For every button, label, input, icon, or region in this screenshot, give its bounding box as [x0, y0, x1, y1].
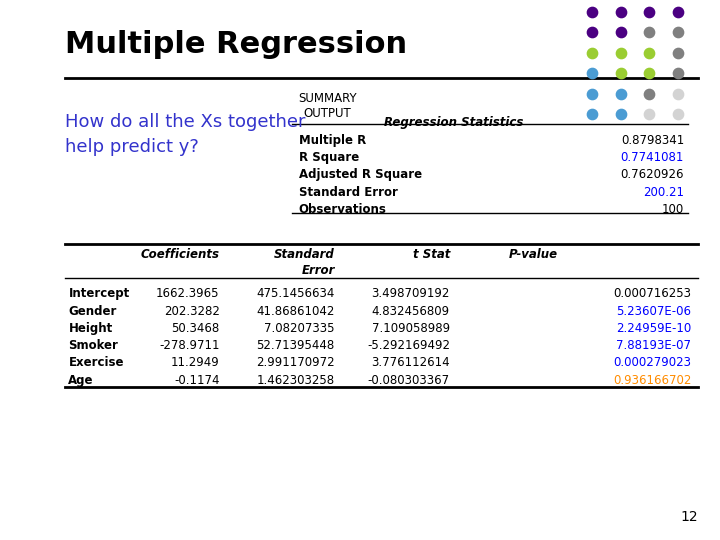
- Text: Regression Statistics: Regression Statistics: [384, 116, 523, 129]
- Text: 200.21: 200.21: [643, 186, 684, 199]
- Point: [615, 8, 626, 16]
- Text: 11.2949: 11.2949: [171, 356, 220, 369]
- Text: Exercise: Exercise: [68, 356, 124, 369]
- Point: [615, 28, 626, 37]
- Text: -0.1174: -0.1174: [174, 374, 220, 387]
- Text: 7.08207335: 7.08207335: [264, 322, 335, 335]
- Point: [644, 90, 655, 98]
- Point: [586, 28, 598, 37]
- Text: 0.000716253: 0.000716253: [613, 287, 691, 300]
- Text: 0.000279023: 0.000279023: [613, 356, 691, 369]
- Text: 50.3468: 50.3468: [171, 322, 220, 335]
- Text: Coefficients: Coefficients: [140, 248, 220, 261]
- Text: -0.080303367: -0.080303367: [368, 374, 450, 387]
- Text: 1662.3965: 1662.3965: [156, 287, 220, 300]
- Point: [615, 110, 626, 119]
- Text: 7.109058989: 7.109058989: [372, 322, 450, 335]
- Point: [672, 28, 684, 37]
- Point: [586, 49, 598, 57]
- Text: Adjusted R Square: Adjusted R Square: [299, 168, 422, 181]
- Text: 0.8798341: 0.8798341: [621, 134, 684, 147]
- Point: [586, 69, 598, 78]
- Text: t Stat: t Stat: [413, 248, 450, 261]
- Point: [672, 90, 684, 98]
- Text: 52.71395448: 52.71395448: [256, 339, 335, 352]
- Text: Height: Height: [68, 322, 112, 335]
- Point: [644, 110, 655, 119]
- Text: Age: Age: [68, 374, 94, 387]
- Text: Intercept: Intercept: [68, 287, 130, 300]
- Text: Standard Error: Standard Error: [299, 186, 397, 199]
- Text: Smoker: Smoker: [68, 339, 118, 352]
- Text: 1.462303258: 1.462303258: [256, 374, 335, 387]
- Text: 7.88193E-07: 7.88193E-07: [616, 339, 691, 352]
- Text: 3.498709192: 3.498709192: [372, 287, 450, 300]
- Text: Standard
Error: Standard Error: [274, 248, 335, 278]
- Text: P-value: P-value: [509, 248, 558, 261]
- Text: 202.3282: 202.3282: [163, 305, 220, 318]
- Text: SUMMARY
OUTPUT: SUMMARY OUTPUT: [298, 92, 357, 120]
- Point: [615, 90, 626, 98]
- Point: [672, 49, 684, 57]
- Text: Observations: Observations: [299, 203, 387, 216]
- Point: [586, 90, 598, 98]
- Text: 2.991170972: 2.991170972: [256, 356, 335, 369]
- Text: How do all the Xs together
help predict y?: How do all the Xs together help predict …: [65, 113, 305, 157]
- Text: 41.86861042: 41.86861042: [256, 305, 335, 318]
- Point: [615, 69, 626, 78]
- Point: [672, 8, 684, 16]
- Point: [644, 28, 655, 37]
- Text: Multiple R: Multiple R: [299, 134, 366, 147]
- Point: [672, 110, 684, 119]
- Point: [644, 69, 655, 78]
- Text: 0.936166702: 0.936166702: [613, 374, 691, 387]
- Text: 100: 100: [662, 203, 684, 216]
- Point: [586, 110, 598, 119]
- Text: R Square: R Square: [299, 151, 359, 164]
- Text: 2.24959E-10: 2.24959E-10: [616, 322, 691, 335]
- Text: 5.23607E-06: 5.23607E-06: [616, 305, 691, 318]
- Text: Multiple Regression: Multiple Regression: [65, 30, 407, 59]
- Text: 0.7741081: 0.7741081: [621, 151, 684, 164]
- Text: Gender: Gender: [68, 305, 117, 318]
- Point: [615, 49, 626, 57]
- Text: -5.292169492: -5.292169492: [367, 339, 450, 352]
- Text: 12: 12: [681, 510, 698, 524]
- Text: 475.1456634: 475.1456634: [256, 287, 335, 300]
- Text: 3.776112614: 3.776112614: [372, 356, 450, 369]
- Point: [586, 8, 598, 16]
- Text: -278.9711: -278.9711: [159, 339, 220, 352]
- Point: [644, 8, 655, 16]
- Text: 4.832456809: 4.832456809: [372, 305, 450, 318]
- Text: 0.7620926: 0.7620926: [621, 168, 684, 181]
- Point: [644, 49, 655, 57]
- Point: [672, 69, 684, 78]
